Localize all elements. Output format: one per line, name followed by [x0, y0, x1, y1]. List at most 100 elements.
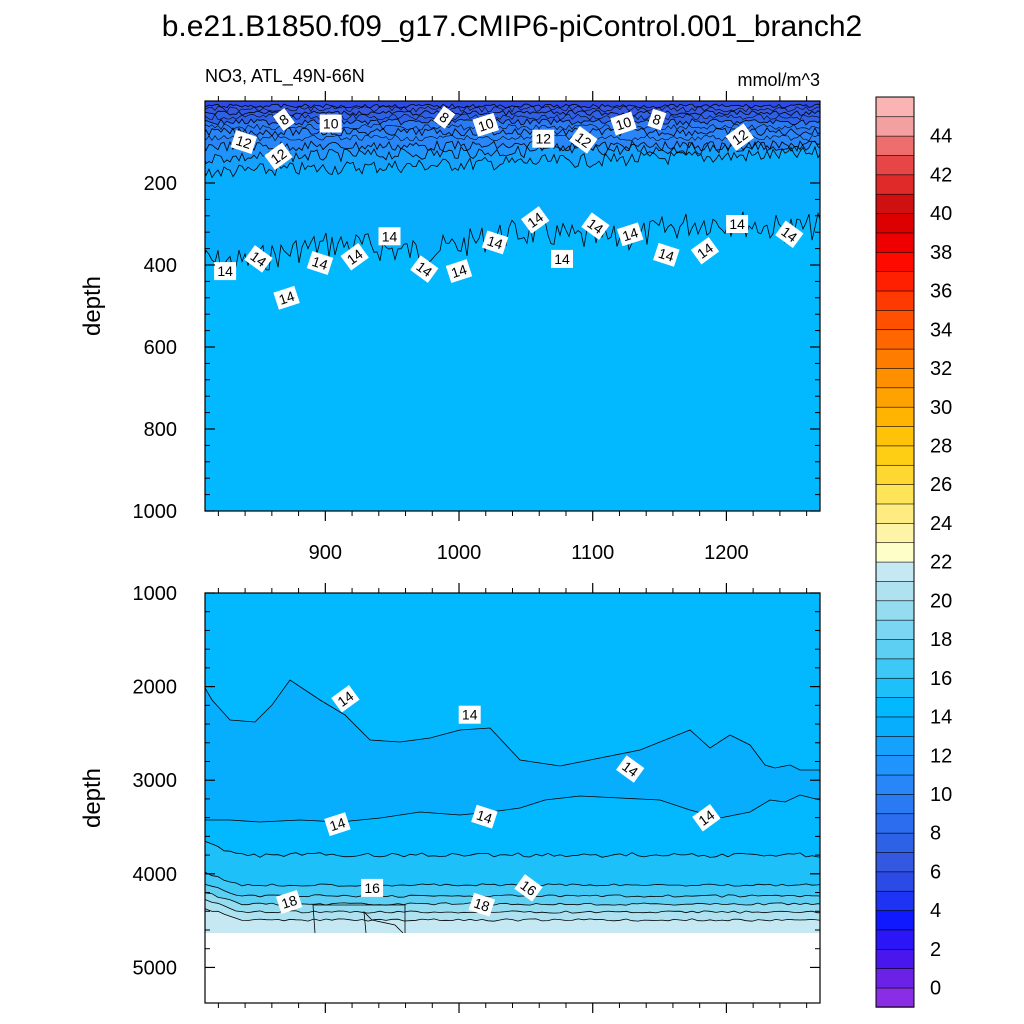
colorbar-swatch	[875, 987, 915, 1008]
colorbar-swatch	[875, 561, 915, 582]
colorbar-label: 36	[930, 281, 952, 303]
colorbar-label: 4	[930, 900, 941, 922]
colorbar-swatch	[875, 890, 915, 911]
colorbar-swatch	[875, 735, 915, 757]
colorbar-label: 14	[930, 707, 952, 729]
y-tick-label: 2000	[133, 677, 178, 699]
colorbar-label: 30	[930, 397, 952, 419]
colorbar-label: 26	[930, 474, 952, 496]
colorbar-swatch	[875, 212, 915, 234]
colorbar-swatch	[875, 96, 915, 118]
colorbar-label: 22	[930, 552, 952, 574]
contour-label: 14	[244, 245, 273, 273]
contour-label: 14	[726, 215, 749, 233]
colorbar-swatch	[875, 116, 915, 137]
colorbar-swatch	[875, 348, 915, 369]
colorbar-swatch	[875, 580, 915, 602]
contour-label: 8	[272, 108, 295, 131]
contour-label-text: 18	[279, 892, 299, 912]
contour-label: 14	[340, 243, 369, 271]
colorbar-swatch	[875, 290, 915, 311]
colorbar-swatch	[875, 871, 915, 892]
contour-label-text: 14	[449, 261, 469, 281]
colorbar-label: 28	[930, 436, 952, 458]
contour-label: 14	[616, 755, 645, 783]
colorbar-swatch	[875, 948, 915, 969]
contour-label: 12	[569, 126, 598, 154]
contour-label: 14	[445, 259, 473, 284]
contour-label: 14	[273, 285, 300, 310]
contour-label: 14	[471, 804, 498, 829]
colorbar-swatch	[875, 174, 915, 195]
contour-label: 14	[324, 812, 351, 837]
colorbar-swatch	[875, 967, 915, 989]
colorbar-swatch	[875, 367, 915, 389]
colorbar-swatch	[875, 619, 915, 640]
contour-label-text: 18	[472, 895, 492, 915]
colorbar-swatch	[875, 445, 915, 466]
colorbar-swatch	[875, 270, 915, 292]
colorbar-label: 10	[930, 784, 952, 806]
contour-label-text: 14	[485, 232, 505, 252]
colorbar-label: 0	[930, 978, 941, 1000]
contour-label-text: 14	[475, 807, 495, 827]
colorbar-swatch	[875, 658, 915, 679]
y-tick-label: 1000	[133, 501, 178, 523]
contour-label: 18	[275, 889, 303, 914]
x-tick-label: 1000	[437, 542, 482, 564]
contour-label: 14	[481, 230, 509, 255]
y-tick-label: 600	[144, 337, 177, 359]
colorbar-swatch	[875, 425, 915, 447]
colorbar-swatch	[875, 503, 915, 524]
missing-data-area	[205, 933, 820, 1003]
contour-label: 14	[692, 803, 721, 832]
x-tick-label: 1200	[704, 542, 749, 564]
lower-axes: 1000 2000 3000 4000 5000	[133, 583, 820, 1013]
colorbar-swatch	[875, 832, 915, 853]
colorbar-swatch	[875, 329, 915, 350]
colorbar-label: 12	[930, 745, 952, 767]
colorbar-swatch	[875, 677, 915, 698]
colorbar-swatch	[875, 929, 915, 950]
contour-label: 12	[532, 129, 555, 148]
contour-label-text: 14	[620, 224, 640, 244]
contour-label-text: 14	[554, 251, 570, 267]
y-tick-label: 5000	[133, 957, 178, 979]
contour-label: 10	[319, 114, 342, 133]
colorbar: 0246810121416182022242628303234363840424…	[875, 96, 952, 1008]
variable-region-label: NO3, ATL_49N-66N	[205, 66, 365, 87]
figure-title: b.e21.B1850.f09_g17.CMIP6-piControl.001_…	[162, 10, 863, 43]
contour-label-text: 10	[614, 113, 634, 133]
contour-label: 14	[775, 220, 804, 249]
upper-ylabel: depth	[79, 276, 106, 336]
upper-field	[205, 101, 820, 511]
x-tick-label: 900	[309, 542, 342, 564]
y-tick-label: 3000	[133, 770, 178, 792]
upper-axes: 200 400 600 800 1000 900 1000 1100 1200	[133, 91, 820, 564]
colorbar-label: 8	[930, 823, 941, 845]
contour-label-text: 16	[364, 880, 380, 896]
upper-panel: NO3, ATL_49N-66N mmol/m^3 8 10 8 10 12 12 12 12…	[79, 66, 821, 564]
colorbar-label: 20	[930, 590, 952, 612]
colorbar-swatch	[875, 754, 915, 776]
x-tick-label: 1100	[571, 542, 614, 564]
contour-label: 14	[331, 685, 360, 713]
contour-label-text: 14	[462, 707, 478, 723]
colorbar-swatch	[875, 406, 915, 427]
contour-label: 14	[551, 249, 573, 268]
contour-label: 14	[458, 705, 481, 724]
y-tick-label: 800	[144, 419, 177, 441]
contour-label: 14	[521, 206, 550, 234]
contour-label: 14	[378, 227, 401, 246]
colorbar-swatch	[875, 542, 915, 563]
colorbar-swatch	[875, 387, 915, 408]
colorbar-label: 16	[930, 668, 952, 690]
contour-label-text: 10	[323, 116, 339, 132]
colorbar-swatch	[875, 193, 915, 214]
contour-label-text: 14	[328, 814, 348, 834]
contour-label: 10	[472, 112, 500, 137]
colorbar-label: 2	[930, 939, 941, 961]
contour-label-text: 14	[277, 288, 297, 308]
